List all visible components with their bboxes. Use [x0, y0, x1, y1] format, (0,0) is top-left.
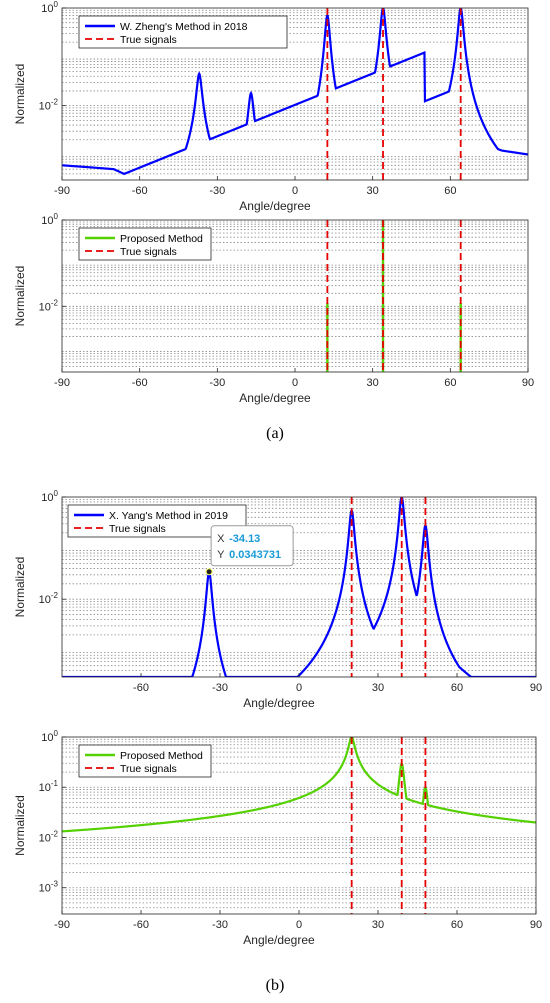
subfigure-label-b: (b)	[265, 977, 285, 994]
x-tick-label: 0	[292, 377, 298, 389]
chart-panel-a-top: -90 -60 -30 0 30 60 100 10-2 Angle/degree Normali…	[13, 0, 529, 213]
x-tick-label: 60	[444, 185, 456, 197]
series-line	[62, 8, 528, 176]
datatip-x-value: -34.13	[229, 533, 260, 545]
legend-box	[78, 744, 212, 778]
datatip-marker	[205, 568, 213, 576]
y-tick-label: 100	[41, 212, 58, 227]
legend-label-true-signals: True signals	[120, 763, 177, 775]
x-tick-label: 90	[530, 919, 542, 931]
y-tick-label: 10-2	[39, 829, 59, 844]
y-tick-label: 100	[41, 729, 58, 744]
x-tick-label: 30	[367, 185, 379, 197]
y-tick-label: 100	[41, 0, 58, 15]
x-tick-label: -90	[54, 919, 70, 931]
y-axis-label: Normalized	[13, 64, 27, 125]
legend-label-series: W. Zheng's Method in 2018	[120, 21, 248, 33]
legend-label-series: Proposed Method	[120, 750, 203, 762]
legend-box	[78, 227, 212, 261]
data-layer	[326, 220, 462, 372]
y-tick-label: 10-1	[39, 779, 59, 794]
datatip-box	[210, 525, 294, 567]
x-axis-label: Angle/degree	[239, 199, 311, 213]
chart-panel-b-top: -60 -30 0 30 60 90 100 10-2 Angle/degree Normaliz…	[13, 489, 542, 710]
y-axis-label: Normalized	[13, 795, 27, 856]
x-axis-label: Angle/degree	[243, 933, 315, 947]
x-tick-label: 60	[444, 377, 456, 389]
x-tick-label: -90	[54, 185, 70, 197]
x-tick-label: 30	[372, 682, 384, 694]
x-tick-label: 30	[372, 919, 384, 931]
x-tick-label: -90	[54, 377, 70, 389]
y-axis-label: Normalized	[13, 557, 27, 618]
x-tick-label: -30	[209, 185, 225, 197]
legend-label-true-signals: True signals	[120, 246, 177, 258]
y-tick-label: 100	[41, 489, 58, 504]
y-tick-label: 10-2	[39, 591, 59, 606]
x-tick-label: -60	[133, 682, 149, 694]
x-axis-label: Angle/degree	[239, 391, 311, 405]
x-tick-label: 60	[451, 682, 463, 694]
datatip-x-label: X	[217, 533, 225, 545]
legend-box	[78, 15, 288, 49]
x-tick-label: 30	[367, 377, 379, 389]
datatip-y-value: 0.0343731	[229, 549, 281, 561]
x-tick-label: -30	[212, 919, 228, 931]
series-line	[62, 737, 536, 833]
x-tick-label: -30	[209, 377, 225, 389]
x-tick-label: -60	[132, 185, 148, 197]
datatip-y-label: Y	[217, 549, 225, 561]
data-layer	[62, 8, 528, 180]
legend-label-series: X. Yang's Method in 2019	[109, 510, 228, 522]
x-axis-label: Angle/degree	[243, 696, 315, 710]
x-tick-label: 90	[522, 377, 534, 389]
legend-label-true-signals: True signals	[120, 34, 177, 46]
chart-panel-a-bottom: -90 -60 -30 0 30 60 90 100 10-2 Angle/degree Norma…	[13, 212, 534, 405]
x-tick-label: 90	[530, 682, 542, 694]
x-tick-label: 0	[296, 919, 302, 931]
x-tick-label: 0	[296, 682, 302, 694]
y-tick-label: 10-2	[39, 298, 59, 313]
legend-label-true-signals: True signals	[109, 523, 166, 535]
y-axis-label: Normalized	[13, 266, 27, 327]
data-layer	[62, 737, 536, 914]
x-tick-label: -60	[133, 919, 149, 931]
x-tick-label: -30	[212, 682, 228, 694]
grid	[62, 220, 528, 372]
legend-label-series: Proposed Method	[120, 233, 203, 245]
datatip: X -34.13 Y 0.0343731	[210, 525, 294, 567]
chart-panel-b-bottom: -90 -60 -30 0 30 60 90 100 10-1 10-2 10-3 Angle/deg…	[13, 729, 542, 947]
x-tick-label: -60	[132, 377, 148, 389]
y-tick-label: 10-3	[39, 880, 59, 895]
y-tick-label: 10-2	[39, 98, 59, 113]
x-tick-label: 0	[292, 185, 298, 197]
x-tick-label: 60	[451, 919, 463, 931]
subfigure-label-a: (a)	[266, 425, 284, 442]
